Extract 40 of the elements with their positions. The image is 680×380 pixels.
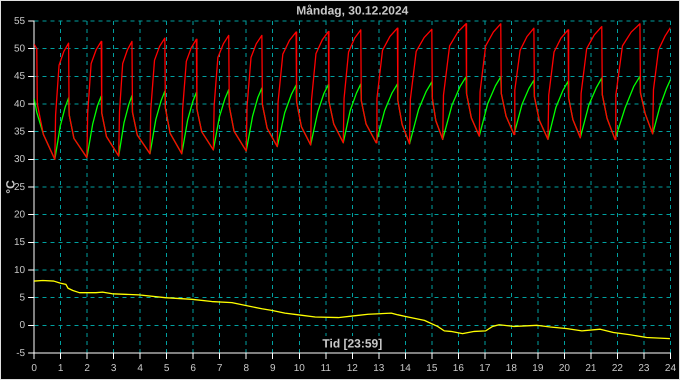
- x-tick-label: 24: [664, 362, 676, 374]
- x-tick-label: 15: [426, 362, 438, 374]
- x-tick-label: 16: [452, 362, 464, 374]
- x-tick-label: 14: [400, 362, 412, 374]
- x-tick-label: 10: [294, 362, 306, 374]
- x-tick-label: 3: [110, 362, 117, 374]
- y-tick-label: 30: [14, 154, 26, 166]
- y-tick-label: -5: [16, 348, 26, 359]
- x-tick-label: 21: [585, 362, 597, 374]
- y-tick-label: 20: [14, 209, 26, 220]
- x-tick-label: 5: [164, 362, 170, 374]
- x-tick-label: 2: [84, 362, 90, 374]
- x-tick-label: 18: [506, 362, 518, 374]
- x-tick-label: 12: [346, 362, 358, 374]
- x-tick-label: 4: [137, 362, 144, 374]
- x-tick-label: 13: [373, 362, 385, 374]
- chart-title: Måndag, 30.12.2024: [296, 3, 409, 18]
- x-tick-label: 17: [479, 362, 491, 374]
- x-tick-label: 8: [243, 362, 250, 374]
- y-tick-label: 50: [14, 43, 26, 54]
- x-tick-label: 22: [612, 362, 624, 374]
- y-tick-label: 55: [14, 16, 26, 27]
- x-tick-label: 23: [638, 362, 650, 374]
- y-tick-label: 0: [20, 320, 26, 332]
- x-tick-label: 0: [31, 362, 38, 374]
- x-tick-label: 20: [558, 362, 570, 374]
- y-tick-label: 45: [14, 71, 26, 82]
- y-tick-label: 35: [14, 126, 26, 138]
- x-tick-label: 9: [270, 362, 276, 374]
- y-tick-label: 5: [20, 292, 26, 304]
- x-tick-label: 7: [216, 362, 223, 374]
- x-tick-label: 1: [58, 362, 64, 374]
- x-axis-title: Tid [23:59]: [322, 336, 382, 350]
- x-tick-label: 11: [320, 362, 332, 374]
- y-tick-label: 25: [14, 182, 26, 193]
- y-tick-label: 15: [14, 237, 26, 248]
- y-tick-label: 10: [14, 264, 26, 276]
- x-tick-label: 6: [190, 362, 196, 374]
- y-tick-label: 40: [14, 98, 26, 110]
- x-tick-label: 19: [532, 362, 544, 374]
